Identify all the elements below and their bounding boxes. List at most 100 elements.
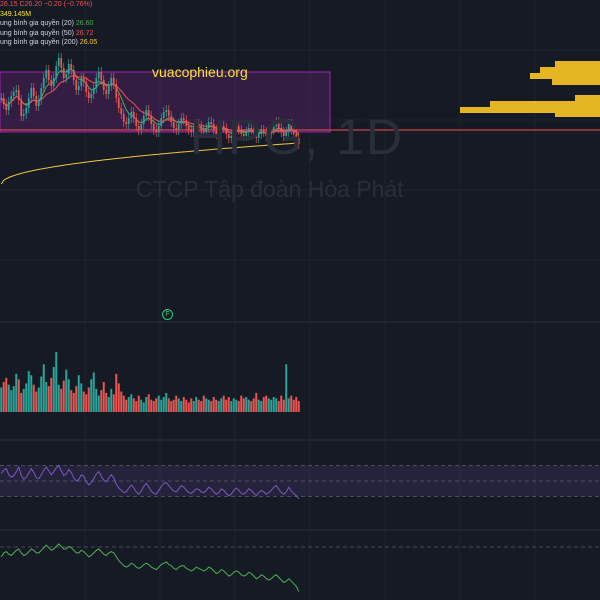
volume-profile-bar	[530, 73, 600, 79]
candle-body	[60, 58, 63, 68]
volume-bar	[190, 398, 193, 412]
volume-bar	[155, 398, 158, 412]
candle-body	[242, 134, 245, 136]
candle-body	[190, 130, 193, 132]
volume-bar	[202, 395, 205, 412]
event-marker[interactable]: F	[162, 309, 173, 320]
candle-body	[117, 98, 120, 108]
candle-body	[232, 130, 235, 136]
volume-bar	[217, 401, 220, 412]
volume-bar	[25, 383, 28, 412]
price-range-box	[0, 71, 331, 133]
volume-bar	[162, 397, 165, 412]
volume-bar	[252, 398, 255, 412]
candle-body	[85, 82, 88, 92]
volume-bar	[37, 387, 40, 412]
candle-body	[65, 74, 68, 78]
volume-series	[0, 352, 300, 412]
volume-bar	[212, 397, 215, 412]
candle-body	[222, 126, 225, 128]
volume-bar	[227, 397, 230, 412]
volume-bar	[275, 398, 278, 412]
candle-body	[102, 80, 105, 90]
candle-body	[135, 118, 138, 126]
rsi-line	[0, 464, 300, 500]
candle-body	[70, 64, 73, 70]
candle-body	[212, 124, 215, 130]
site-label: vuacophieu.org	[152, 64, 248, 80]
volume-bar	[57, 384, 60, 412]
candle-body	[210, 122, 213, 124]
volume-bar	[195, 397, 198, 412]
legend-ma20-row[interactable]: ung bình gia quyền (20) 26.60	[0, 19, 97, 29]
watermark-company: CTCP Tập đoàn Hòa Phát	[136, 176, 404, 202]
volume-bar	[10, 390, 13, 412]
volume-bar	[82, 391, 85, 412]
volume-bar	[255, 392, 258, 412]
volume-bar	[75, 386, 78, 412]
volume-bar	[97, 395, 100, 412]
legend-ma20-value: 26.60	[75, 20, 94, 27]
volume-bar	[12, 386, 15, 412]
candle-body	[262, 130, 265, 132]
volume-bar	[92, 372, 95, 412]
volume-bar	[240, 395, 243, 412]
legend-ma200-row[interactable]: ung bình gia quyền (200) 26.05	[0, 38, 97, 48]
candle-body	[275, 122, 278, 126]
candle-body	[147, 110, 150, 116]
volume-bar	[232, 398, 235, 412]
candle-body	[140, 124, 143, 130]
volume-bar	[285, 364, 288, 412]
candle-body	[122, 114, 125, 122]
candle-body	[177, 124, 180, 130]
legend-ma50-row[interactable]: ung bình gia quyền (50) 26.72	[0, 29, 97, 39]
candle-body	[137, 126, 140, 130]
volume-bar	[197, 399, 200, 412]
candle-body	[100, 72, 103, 80]
candle-body	[2, 98, 5, 104]
volume-bar	[185, 399, 188, 412]
volume-bar	[50, 377, 53, 412]
candle-body	[220, 126, 223, 132]
candle-body	[285, 132, 288, 136]
volume-bar	[177, 398, 180, 412]
volume-bar	[107, 397, 110, 412]
volume-bar	[135, 401, 138, 412]
candle-body	[20, 100, 23, 116]
volume-bar	[80, 383, 83, 412]
candle-body	[32, 88, 35, 96]
candle-body	[130, 112, 133, 118]
volume-bar	[127, 397, 130, 412]
candle-body	[105, 90, 108, 94]
candle-body	[145, 110, 148, 116]
candle-body	[42, 78, 45, 88]
candle-body	[182, 118, 185, 120]
candle-body	[37, 100, 40, 106]
candle-body	[90, 94, 93, 98]
volume-bar	[30, 375, 33, 412]
candle-body	[227, 134, 230, 138]
volume-bar	[215, 399, 218, 412]
volume-bar	[55, 352, 58, 412]
candle-body	[55, 66, 58, 78]
volume-bar	[20, 392, 23, 412]
ma200-line	[0, 142, 299, 185]
volume-bar	[170, 401, 173, 412]
volume-bar	[180, 401, 183, 412]
candle-body	[142, 116, 145, 124]
legend-ohlc-row: 26.15 C26.20 −0.20 (−0.76%)	[0, 0, 97, 10]
volume-bar	[77, 375, 80, 412]
volume-bar	[245, 397, 248, 412]
candle-body	[250, 128, 253, 130]
volume-bar	[60, 388, 63, 412]
volume-bar	[265, 395, 268, 412]
candle-body	[162, 112, 165, 118]
candle-body	[22, 114, 25, 116]
volume-bar	[172, 399, 175, 412]
volume-bar	[200, 401, 203, 412]
candle-body	[75, 80, 78, 90]
candle-body	[287, 124, 290, 132]
candle-body	[270, 130, 273, 134]
